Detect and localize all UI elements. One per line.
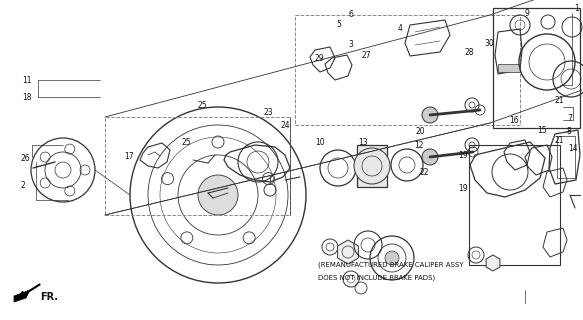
Text: 10: 10	[315, 138, 325, 147]
Bar	[557, 136, 575, 178]
Text: 25: 25	[182, 138, 192, 147]
Circle shape	[198, 175, 238, 215]
Text: 2: 2	[20, 180, 24, 189]
Text: 13: 13	[358, 138, 368, 147]
Circle shape	[422, 107, 438, 123]
Text: 30: 30	[484, 38, 494, 47]
Text: 4: 4	[398, 23, 403, 33]
Text: 21: 21	[555, 95, 564, 105]
Text: 21: 21	[555, 135, 564, 145]
Text: 24: 24	[281, 121, 290, 130]
Text: 17: 17	[124, 151, 134, 161]
Text: 19: 19	[458, 150, 468, 159]
Text: 9: 9	[525, 9, 530, 18]
Circle shape	[385, 251, 399, 265]
Text: 6: 6	[349, 10, 354, 19]
Text: 14: 14	[568, 143, 578, 153]
Text: 15: 15	[537, 125, 547, 134]
Text: 29: 29	[315, 53, 325, 62]
Text: FR.: FR.	[40, 292, 58, 302]
Text: 27: 27	[362, 51, 371, 60]
Text: 19: 19	[458, 183, 468, 193]
Text: 22: 22	[420, 167, 430, 177]
Text: 25: 25	[198, 100, 208, 109]
Bar	[105, 117, 290, 215]
Circle shape	[354, 148, 390, 184]
Text: 5: 5	[336, 20, 341, 28]
Bar	[498, 64, 520, 72]
Text: 28: 28	[465, 47, 475, 57]
Bar	[493, 8, 580, 128]
Text: 20: 20	[416, 126, 426, 135]
Circle shape	[422, 149, 438, 165]
Text: 8: 8	[567, 126, 572, 135]
Text: (REMANUFACTURED BRAKE CALIPER ASSY: (REMANUFACTURED BRAKE CALIPER ASSY	[318, 262, 463, 268]
Bar	[357, 145, 387, 187]
Text: 12: 12	[414, 140, 423, 149]
Text: 1: 1	[574, 4, 579, 12]
Text: 7: 7	[567, 114, 572, 123]
Polygon shape	[338, 240, 359, 264]
Text: DOES NOT INCLUDE BRAKE PADS): DOES NOT INCLUDE BRAKE PADS)	[318, 275, 435, 281]
Text: 18: 18	[22, 92, 31, 101]
Text: 26: 26	[20, 154, 30, 163]
Polygon shape	[486, 255, 500, 271]
Text: 23: 23	[264, 108, 273, 116]
Text: 16: 16	[509, 116, 519, 124]
Text: 11: 11	[22, 76, 31, 84]
Bar	[469, 145, 560, 265]
Polygon shape	[14, 290, 30, 302]
Text: 3: 3	[348, 39, 353, 49]
Bar	[295, 15, 520, 125]
